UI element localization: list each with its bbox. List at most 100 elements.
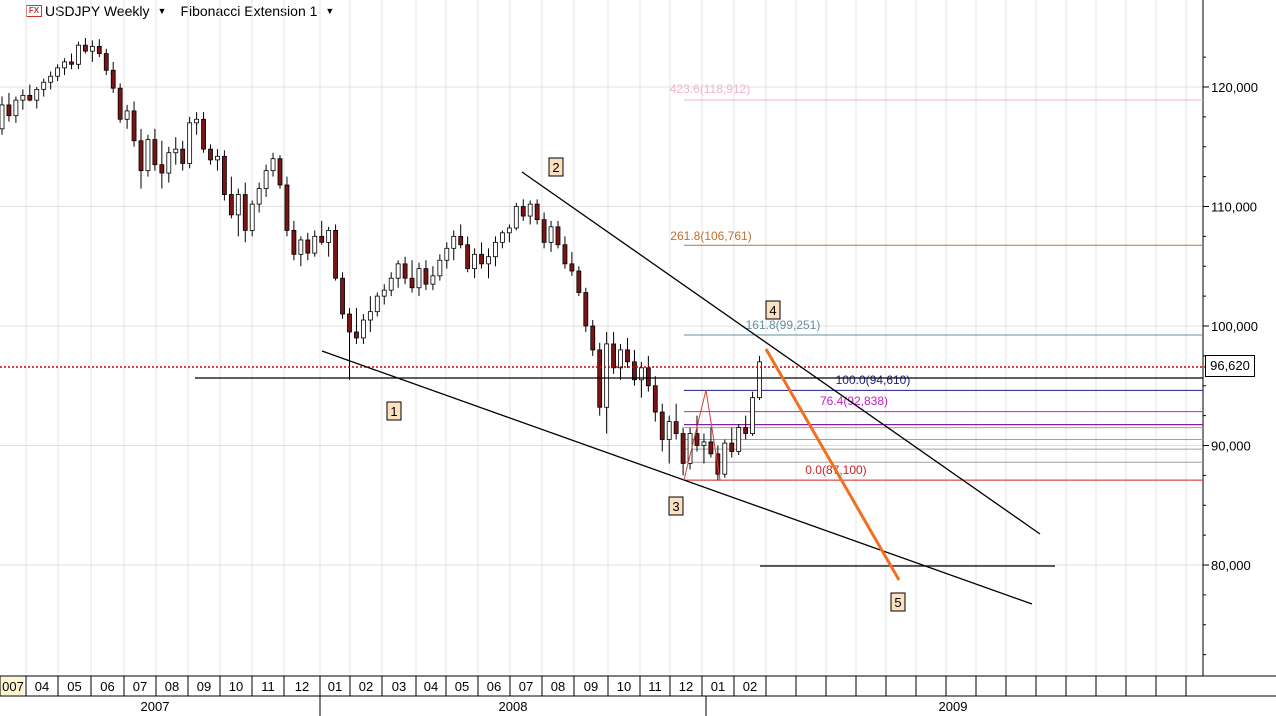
symbol-label[interactable]: USDJPY Weekly	[45, 3, 150, 19]
candle-body	[437, 259, 443, 277]
candle-body	[13, 99, 19, 117]
candle-body	[576, 270, 582, 293]
candle-body	[0, 104, 5, 130]
candle-body	[6, 104, 12, 117]
fib-level-label: 261.8(106,761)	[670, 229, 751, 243]
candle-body	[402, 263, 408, 279]
candle-body	[180, 148, 186, 164]
candle-body	[520, 206, 526, 217]
trendline	[521, 171, 1041, 535]
x-month-label: 09	[584, 679, 598, 694]
fib-level-label: 423.6(118,912)	[670, 82, 751, 96]
candle-body	[611, 343, 616, 369]
x-year-label: 2009	[939, 699, 968, 714]
x-month-label: 09	[197, 679, 211, 694]
candle-body	[548, 226, 554, 243]
wave-label-box	[386, 401, 402, 421]
x-month-label: 11	[648, 679, 662, 694]
candle-body	[228, 194, 234, 216]
candle-body	[270, 158, 276, 172]
fib-level-label: 100.0(94,610)	[836, 373, 911, 387]
symbol-dropdown-icon[interactable]: ▼	[157, 6, 167, 16]
x-year-label: 2008	[499, 699, 528, 714]
candle-body	[486, 256, 491, 265]
x-month-label: 10	[617, 679, 631, 694]
candle-body	[360, 319, 366, 339]
candle-body	[194, 118, 200, 124]
candle-body	[235, 194, 241, 216]
candle-body	[166, 152, 172, 174]
candle-body	[27, 94, 33, 101]
indicator-dropdown-icon[interactable]: ▼	[325, 6, 335, 16]
projection-line	[764, 348, 901, 581]
candle-body	[62, 61, 67, 69]
fib-anchor-line	[683, 389, 721, 481]
candle-body	[340, 277, 345, 315]
y-tick-label: 120,000	[1211, 80, 1258, 95]
candle-body	[208, 148, 213, 161]
candle-body	[458, 235, 464, 246]
candle-body	[326, 229, 332, 243]
candle-body	[201, 118, 206, 150]
candle-body	[673, 421, 679, 434]
candle-body	[472, 253, 478, 270]
x-month-label: 01	[711, 679, 725, 694]
candle-body	[367, 311, 373, 321]
candle-body	[124, 110, 130, 120]
trendline	[321, 350, 1033, 605]
indicator-label[interactable]: Fibonacci Extension 1	[180, 3, 318, 19]
candle-body	[221, 155, 227, 195]
candle-body	[145, 139, 151, 172]
wave-label: 4	[769, 303, 776, 318]
candle-body	[534, 203, 540, 221]
x-month-label: 05	[455, 679, 469, 694]
candle-body	[138, 140, 144, 172]
candle-body	[34, 88, 40, 101]
candle-body	[645, 367, 651, 387]
candle-body	[284, 184, 290, 231]
x-month-label: 04	[35, 679, 49, 694]
candle-body	[409, 277, 415, 289]
candle-body	[103, 53, 109, 71]
x-month-label: 007	[2, 679, 24, 694]
x-month-label: 06	[100, 679, 114, 694]
wave-label-box	[548, 157, 564, 177]
candle-body	[527, 203, 533, 217]
candle-body	[562, 244, 568, 265]
candle-body	[256, 188, 262, 205]
candle-body	[381, 289, 387, 297]
candle-body	[96, 45, 102, 54]
candle-body	[694, 433, 700, 446]
candle-body	[618, 349, 623, 369]
candle-body	[743, 427, 749, 434]
candle-body	[215, 155, 220, 161]
candle-body	[444, 247, 450, 261]
candle-body	[242, 194, 248, 231]
x-month-label: 12	[679, 679, 693, 694]
candle-body	[451, 235, 457, 249]
x-month-label: 06	[487, 679, 501, 694]
x-month-label: 01	[328, 679, 342, 694]
candle-body	[76, 44, 81, 65]
candle-body	[639, 367, 644, 381]
candle-body	[604, 343, 610, 408]
candle-body	[173, 148, 179, 154]
y-tick-label: 100,000	[1211, 319, 1258, 334]
candle-body	[20, 94, 26, 101]
candle-body	[69, 61, 74, 65]
wave-label: 2	[552, 160, 559, 175]
candle-body	[708, 441, 714, 455]
candle-body	[555, 226, 561, 246]
candle-body	[319, 235, 325, 243]
wave-label: 5	[894, 595, 901, 610]
x-month-label: 02	[359, 679, 373, 694]
fib-level-label: 161.8(99,251)	[746, 318, 821, 332]
x-month-label: 10	[229, 679, 243, 694]
candle-body	[55, 67, 60, 77]
candle-body	[666, 421, 672, 440]
candle-body	[632, 361, 637, 381]
candle-body	[659, 411, 665, 440]
candle-body	[48, 75, 54, 83]
candle-body	[736, 427, 742, 452]
